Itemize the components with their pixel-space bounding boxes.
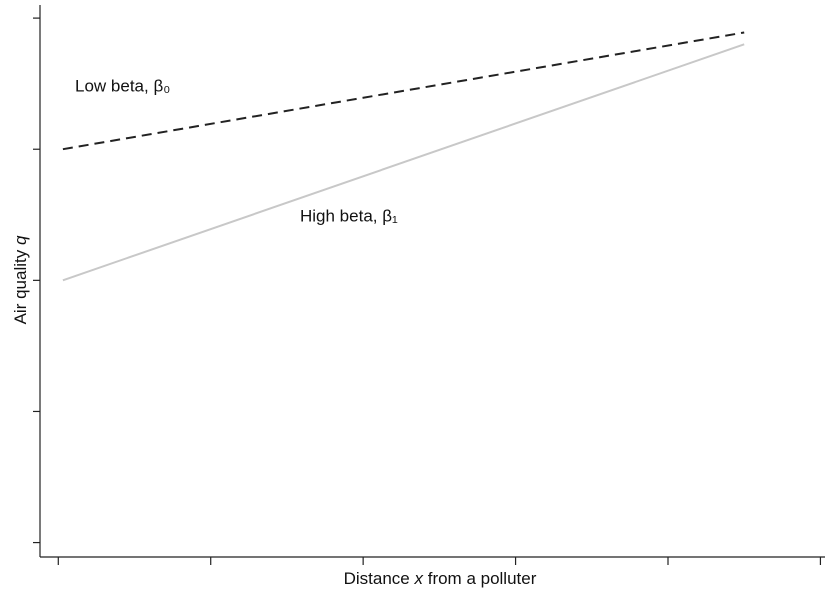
x-axis-title-part: x [413, 569, 423, 588]
y-axis-title: Air quality q [11, 235, 30, 324]
series-line [62, 43, 745, 282]
series-label: Low beta, β₀ [75, 76, 170, 95]
x-axis-title-part: Distance [344, 569, 410, 588]
series-line [62, 31, 745, 151]
x-axis-title: Distance x from a polluter [344, 569, 537, 588]
y-axis-title-part: Air quality [11, 249, 30, 324]
x-axis-title-part: from a polluter [428, 569, 537, 588]
y-axis-title-part: q [11, 235, 30, 245]
series-label: High beta, β₁ [300, 206, 398, 225]
